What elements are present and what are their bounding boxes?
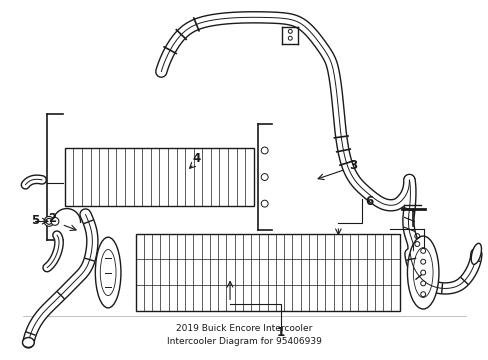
Circle shape <box>420 292 425 297</box>
Text: 5: 5 <box>31 214 39 227</box>
Text: 3: 3 <box>348 159 356 172</box>
Text: 2019 Buick Encore Intercooler: 2019 Buick Encore Intercooler <box>176 324 312 333</box>
Circle shape <box>420 270 425 275</box>
Circle shape <box>44 216 54 226</box>
Circle shape <box>420 248 425 253</box>
Circle shape <box>51 217 59 225</box>
Ellipse shape <box>95 237 121 308</box>
Ellipse shape <box>407 236 438 309</box>
Text: Intercooler Diagram for 95406939: Intercooler Diagram for 95406939 <box>167 337 321 346</box>
Circle shape <box>420 259 425 264</box>
Text: 6: 6 <box>365 195 373 208</box>
Ellipse shape <box>470 243 481 264</box>
Circle shape <box>420 281 425 286</box>
Ellipse shape <box>22 338 34 347</box>
Text: 1: 1 <box>276 326 284 339</box>
Text: 4: 4 <box>192 152 200 165</box>
Bar <box>136 234 399 311</box>
Text: 2: 2 <box>48 212 56 225</box>
Bar <box>65 148 253 206</box>
